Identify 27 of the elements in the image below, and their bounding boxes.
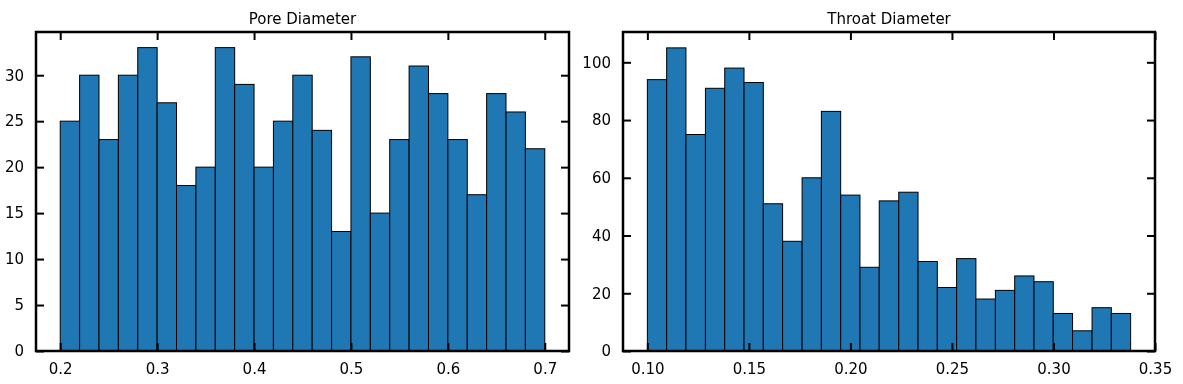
y-tick-label: 80	[591, 111, 611, 130]
x-tick-label: 0.4	[242, 359, 267, 378]
y-tick-label: 20	[4, 158, 24, 177]
chart-title: Throat Diameter	[826, 10, 952, 28]
y-tick-label: 15	[4, 204, 24, 223]
y-tick-label: 0	[14, 342, 24, 361]
x-tick-label: 0.2	[48, 359, 73, 378]
y-tick-label: 5	[14, 296, 24, 315]
x-tick-label: 0.25	[935, 359, 970, 378]
x-tick-label: 0.6	[436, 359, 461, 378]
x-tick-label: 0.30	[1037, 359, 1071, 378]
x-tick-label: 0.15	[732, 359, 767, 378]
y-tick-label: 100	[582, 53, 611, 72]
y-tick-label: 30	[4, 66, 24, 85]
x-tick-label: 0.10	[631, 359, 665, 378]
y-tick-label: 60	[591, 169, 611, 188]
chart-title: Pore Diameter	[248, 10, 358, 28]
x-tick-label: 0.35	[1138, 359, 1173, 378]
y-tick-label: 0	[601, 342, 611, 361]
y-tick-label: 20	[591, 284, 611, 303]
x-tick-label: 0.5	[339, 359, 364, 378]
x-tick-label: 0.7	[533, 359, 558, 378]
x-tick-label: 0.20	[834, 359, 868, 378]
x-tick-label: 0.3	[145, 359, 170, 378]
y-tick-label: 40	[591, 226, 611, 245]
y-tick-label: 25	[4, 112, 24, 131]
y-tick-label: 10	[4, 250, 24, 269]
